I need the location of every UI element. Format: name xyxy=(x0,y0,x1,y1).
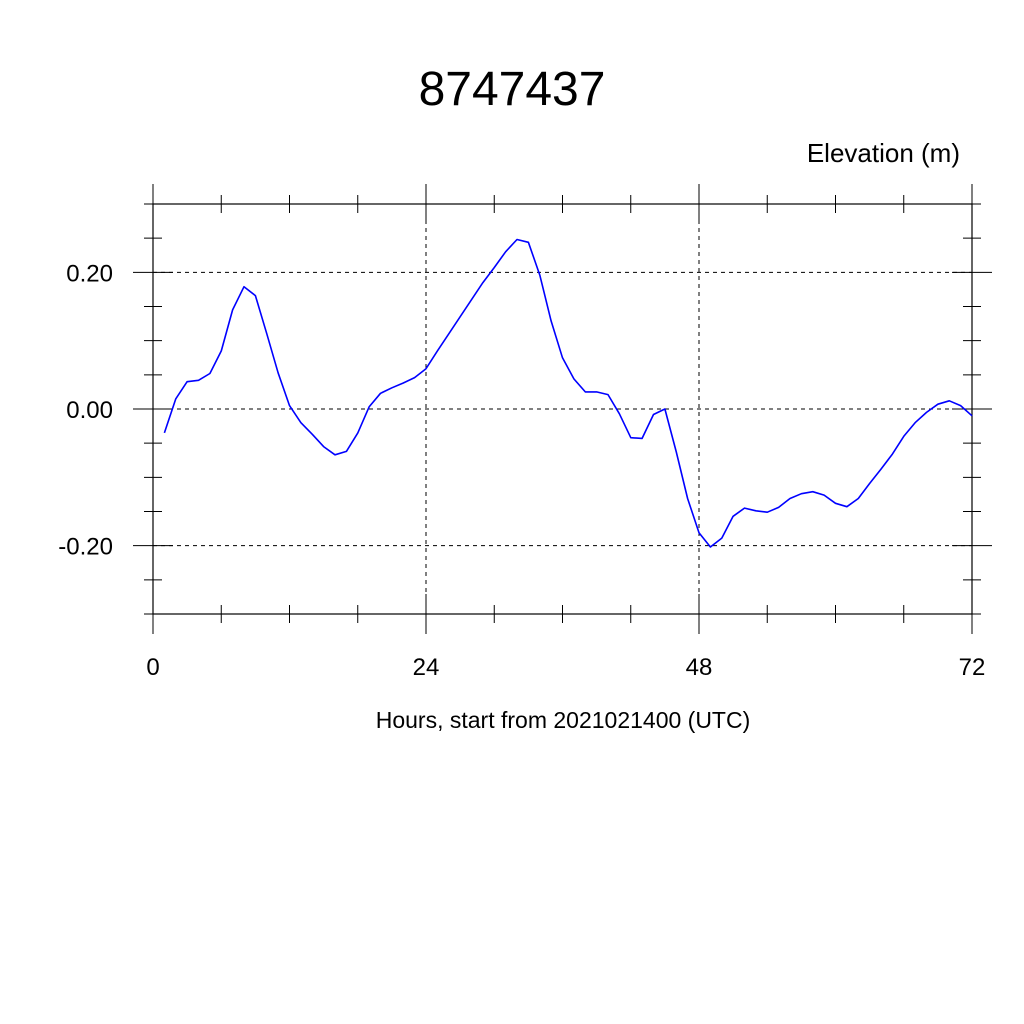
tick-labels: 0 24 48 72 -0.20 0.00 0.20 xyxy=(58,260,985,681)
y-tick-label: 0.00 xyxy=(66,397,113,424)
y-tick-label: 0.20 xyxy=(66,260,113,287)
x-tick-label: 24 xyxy=(413,654,440,681)
chart-title: 8747437 xyxy=(418,63,606,116)
grid-lines xyxy=(153,204,972,614)
series-line xyxy=(163,238,973,548)
y-tick-label: -0.20 xyxy=(58,534,113,561)
x-axis-title: Hours, start from 2021021400 (UTC) xyxy=(375,707,751,733)
x-tick-label: 0 xyxy=(146,654,159,681)
plot-frame xyxy=(152,203,973,615)
x-tick-label: 72 xyxy=(959,654,986,681)
variable-label: Elevation (m) xyxy=(806,138,960,168)
x-tick-label: 48 xyxy=(686,654,713,681)
